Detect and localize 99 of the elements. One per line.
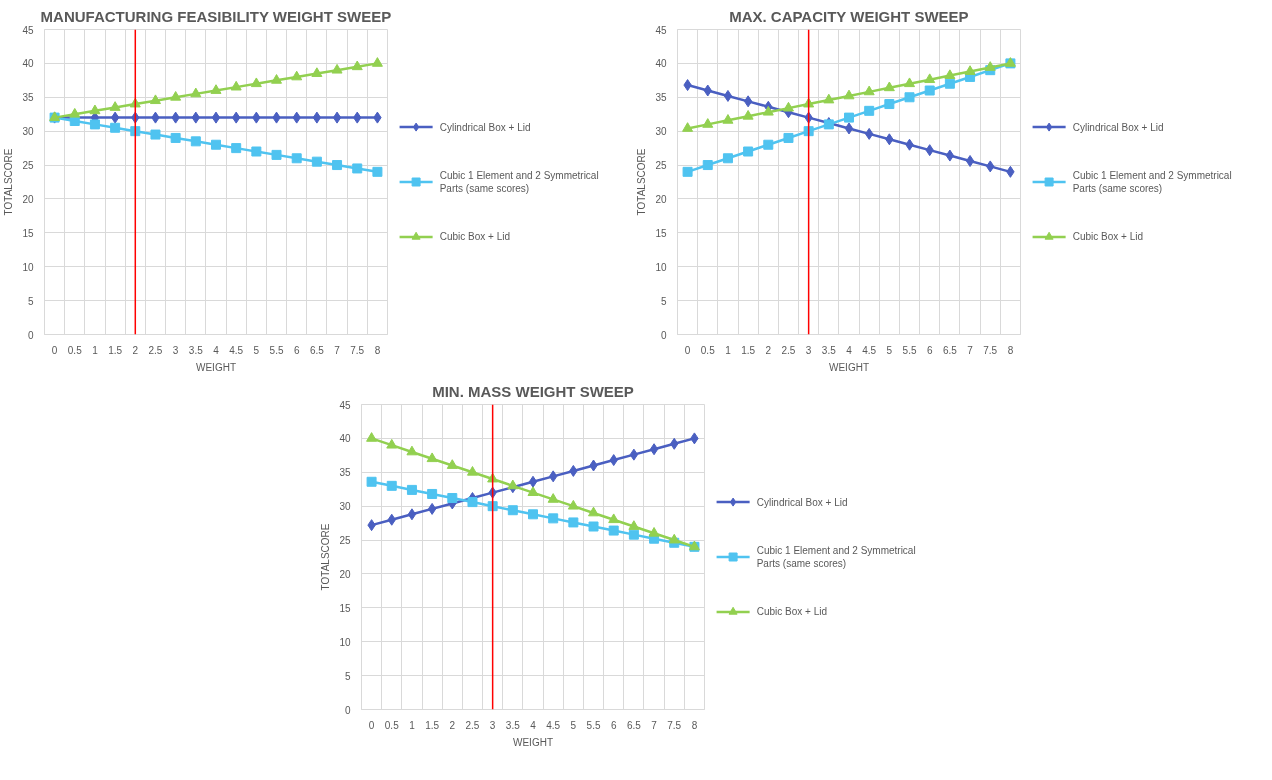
- x-tick-label: 2: [765, 344, 772, 356]
- x-tick-label: 6.5: [942, 344, 958, 356]
- legend-label: Cubic 1 Element and 2 Symmetrical Parts (same scores): [439, 169, 599, 195]
- y-tick-label: 0: [344, 704, 351, 716]
- y-tick-label: 25: [22, 160, 34, 172]
- x-tick-label: 0.5: [384, 719, 400, 731]
- y-axis-title: TOTALSCORE: [320, 523, 332, 591]
- y-tick-label: 40: [22, 58, 34, 70]
- x-tick-label: 6.5: [626, 719, 642, 731]
- x-tick-label: 3.5: [505, 719, 521, 731]
- y-tick-label: 20: [339, 568, 351, 580]
- x-tick-label: 7: [334, 344, 341, 356]
- y-tick-label: 45: [339, 399, 351, 411]
- x-tick-label: 6: [293, 344, 300, 356]
- x-tick-label: 7: [651, 719, 658, 731]
- legend-label: Cubic Box + Lid: [756, 606, 828, 618]
- legend-label: Cylindrical Box + Lid: [756, 496, 848, 508]
- x-tick-label: 7.5: [350, 344, 365, 356]
- y-tick-label: 25: [655, 160, 667, 172]
- y-tick-label: 15: [22, 227, 34, 239]
- x-tick-label: 2: [449, 719, 456, 731]
- x-tick-label: 5: [570, 719, 577, 731]
- x-tick-label: 3.5: [821, 344, 837, 356]
- x-tick-label: 5: [253, 344, 260, 356]
- y-tick-label: 40: [655, 58, 667, 70]
- y-tick-label: 0: [660, 329, 667, 341]
- x-tick-label: 7: [967, 344, 974, 356]
- legend-label: Cubic Box + Lid: [439, 231, 511, 243]
- x-tick-label: 8: [374, 344, 381, 356]
- y-axis-title: TOTALSCORE: [636, 148, 648, 216]
- x-tick-label: 1.5: [425, 719, 440, 731]
- x-tick-label: 0: [51, 344, 58, 356]
- x-tick-label: 0: [684, 344, 691, 356]
- x-tick-label: 6.5: [309, 344, 325, 356]
- x-tick-label: 3: [805, 344, 812, 356]
- y-tick-label: 40: [339, 433, 351, 445]
- x-axis-title: WEIGHT: [829, 361, 869, 373]
- chart-title: MAX. CAPACITY WEIGHT SWEEP: [729, 7, 969, 25]
- x-tick-label: 4.5: [862, 344, 877, 356]
- x-tick-label: 6: [926, 344, 933, 356]
- x-tick-label: 0.5: [700, 344, 716, 356]
- y-tick-label: 10: [655, 261, 667, 273]
- y-tick-label: 5: [344, 670, 351, 682]
- y-tick-label: 20: [655, 193, 667, 205]
- x-tick-label: 1: [92, 344, 99, 356]
- x-tick-label: 1.5: [108, 344, 123, 356]
- y-tick-label: 35: [22, 92, 34, 104]
- x-tick-label: 7.5: [667, 719, 682, 731]
- y-tick-label: 30: [22, 126, 34, 138]
- x-tick-label: 4.5: [229, 344, 244, 356]
- y-tick-label: 15: [655, 227, 667, 239]
- x-tick-label: 8: [691, 719, 698, 731]
- x-tick-label: 1: [409, 719, 416, 731]
- y-tick-label: 45: [655, 24, 667, 36]
- x-tick-label: 4.5: [546, 719, 561, 731]
- x-tick-label: 6: [610, 719, 617, 731]
- x-axis-title: WEIGHT: [513, 736, 553, 748]
- x-tick-label: 2: [132, 344, 139, 356]
- x-tick-label: 2.5: [465, 719, 480, 731]
- x-tick-label: 4: [530, 719, 537, 731]
- x-tick-label: 5.5: [269, 344, 284, 356]
- x-tick-label: 4: [846, 344, 853, 356]
- x-tick-label: 3.5: [188, 344, 204, 356]
- legend-label: Cubic 1 Element and 2 Symmetrical Parts (same scores): [1072, 169, 1232, 195]
- y-tick-label: 15: [339, 602, 351, 614]
- y-tick-label: 30: [655, 126, 667, 138]
- y-tick-label: 5: [27, 295, 34, 307]
- x-tick-label: 5: [886, 344, 893, 356]
- legend-label: Cylindrical Box + Lid: [439, 121, 531, 133]
- chart-title: MANUFACTURING FEASIBILITY WEIGHT SWEEP: [40, 7, 392, 25]
- legend-label: Cylindrical Box + Lid: [1072, 121, 1164, 133]
- x-tick-label: 1: [725, 344, 732, 356]
- y-tick-label: 10: [339, 636, 351, 648]
- x-axis-title: WEIGHT: [196, 361, 236, 373]
- y-axis-title: TOTALSCORE: [3, 148, 15, 216]
- legend-label: Cubic 1 Element and 2 Symmetrical Parts (same scores): [756, 544, 916, 570]
- x-tick-label: 1.5: [741, 344, 756, 356]
- x-tick-label: 3: [172, 344, 179, 356]
- x-tick-label: 7.5: [983, 344, 998, 356]
- x-tick-label: 5.5: [902, 344, 917, 356]
- x-tick-label: 2.5: [781, 344, 796, 356]
- x-tick-label: 0.5: [67, 344, 83, 356]
- chart-title: MIN. MASS WEIGHT SWEEP: [432, 382, 634, 400]
- x-tick-label: 0: [368, 719, 375, 731]
- legend-label: Cubic Box + Lid: [1072, 231, 1144, 243]
- x-tick-label: 4: [213, 344, 220, 356]
- y-tick-label: 35: [655, 92, 667, 104]
- x-tick-label: 5.5: [586, 719, 601, 731]
- y-tick-label: 0: [27, 329, 34, 341]
- x-tick-label: 2.5: [148, 344, 163, 356]
- y-tick-label: 35: [339, 467, 351, 479]
- y-tick-label: 30: [339, 501, 351, 513]
- x-tick-label: 3: [489, 719, 496, 731]
- y-tick-label: 20: [22, 193, 34, 205]
- y-tick-label: 10: [22, 261, 34, 273]
- x-tick-label: 8: [1007, 344, 1014, 356]
- y-tick-label: 25: [339, 535, 351, 547]
- y-tick-label: 5: [660, 295, 667, 307]
- y-tick-label: 45: [22, 24, 34, 36]
